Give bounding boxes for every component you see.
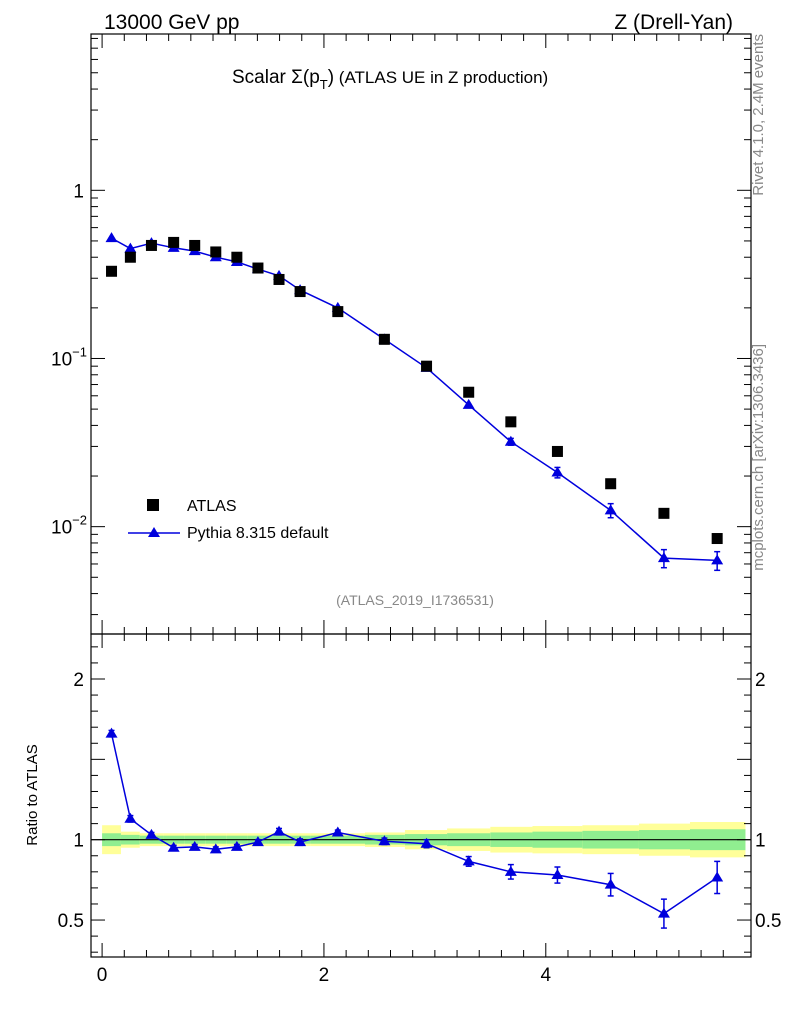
mc-point	[105, 232, 118, 243]
main-ytick-label: 10−2	[51, 513, 87, 539]
main-axes: 1 10−1 10−2	[51, 33, 752, 635]
mc-point	[604, 504, 617, 515]
title-sigma: Σ(p	[291, 67, 320, 88]
main-ytick-label: 1	[73, 181, 84, 202]
ratio-point	[145, 828, 158, 839]
atlas-point	[332, 306, 344, 318]
ratio-frame	[90, 633, 752, 958]
title-rest: (ATLAS UE in Z production)	[334, 68, 548, 87]
atlas-point	[145, 239, 157, 251]
title-prefix: Scalar	[232, 67, 291, 88]
atlas-point	[551, 445, 563, 457]
main-title: Scalar Σ(pT) (ATLAS UE in Z production)	[232, 67, 548, 92]
legend-mc-label: Pythia 8.315 default	[187, 525, 329, 542]
ratio-point	[230, 840, 243, 851]
atlas-point	[505, 416, 517, 428]
ratio-point	[251, 836, 264, 847]
ratio-ytick-label-left: 1	[73, 831, 84, 852]
legend-mc-marker	[148, 527, 160, 537]
mc-point	[551, 466, 564, 477]
atlas-point	[421, 360, 433, 372]
legend-atlas-label: ATLAS	[187, 498, 237, 515]
ratio-ylabel: Ratio to ATLAS	[24, 744, 41, 845]
atlas-point	[189, 239, 201, 251]
atlas-point	[252, 262, 264, 274]
rivet-label: Rivet 4.1.0, 2.4M events	[750, 34, 767, 196]
analysis-id: (ATLAS_2019_I1736531)	[336, 592, 494, 608]
ratio-point	[604, 878, 617, 889]
atlas-point	[168, 236, 180, 248]
main-marks	[105, 232, 724, 572]
atlas-point	[605, 478, 617, 490]
ratio-point	[711, 871, 724, 882]
atlas-point	[294, 286, 306, 298]
atlas-point	[273, 273, 285, 285]
atlas-point	[711, 533, 723, 545]
ratio-point	[504, 865, 517, 876]
atlas-point	[378, 333, 390, 345]
legend-atlas-marker	[147, 499, 159, 511]
ratio-point	[124, 812, 137, 823]
atlas-point	[210, 246, 222, 258]
title-close: )	[328, 67, 334, 88]
main-frame	[90, 33, 752, 635]
main-panel: Scalar Σ(pT) (ATLAS UE in Z production) …	[51, 33, 752, 635]
ratio-point	[273, 825, 286, 836]
atlas-point	[231, 251, 243, 263]
title-sub: T	[320, 77, 328, 92]
mc-point	[711, 554, 724, 565]
ratio-xtick-label: 0	[97, 965, 108, 986]
ratio-axes: 0.5 0.5 1 1 2 2 0 2 4	[58, 633, 781, 986]
main-ytick-label: 10−1	[51, 344, 87, 370]
ratio-point	[105, 727, 118, 738]
ratio-point	[331, 826, 344, 837]
ratio-ytick-label-left: 2	[73, 670, 84, 691]
ratio-marks	[105, 727, 724, 929]
mc-point	[124, 242, 137, 253]
mc-point	[657, 552, 670, 563]
mc-point	[462, 398, 475, 409]
ratio-line	[110, 733, 718, 915]
ratio-point	[209, 843, 222, 854]
ratio-xtick-label: 4	[541, 965, 552, 986]
ratio-point	[657, 907, 670, 918]
legend: ATLAS Pythia 8.315 default	[128, 498, 329, 542]
ratio-point	[167, 841, 180, 852]
atlas-point	[106, 265, 118, 277]
header-left: 13000 GeV pp	[104, 11, 239, 34]
header-right: Z (Drell-Yan)	[614, 11, 733, 34]
mc-point	[504, 435, 517, 446]
ratio-ytick-label-right: 0.5	[755, 911, 781, 932]
ratio-point	[420, 837, 433, 848]
ratio-ytick-label-left: 0.5	[58, 911, 84, 932]
mcplots-label: mcplots.cern.ch [arXiv:1306.3436]	[750, 344, 767, 571]
ratio-ytick-label-right: 2	[755, 670, 766, 691]
atlas-point	[463, 386, 475, 398]
ratio-point	[378, 835, 391, 846]
ratio-ytick-label-right: 1	[755, 831, 766, 852]
ratio-point	[188, 840, 201, 851]
ratio-point	[551, 869, 564, 880]
ratio-point	[294, 836, 307, 847]
atlas-point	[124, 251, 136, 263]
atlas-point	[658, 507, 670, 519]
ratio-point	[462, 855, 475, 866]
ratio-xtick-label: 2	[319, 965, 330, 986]
ratio-panel: 0.5 0.5 1 1 2 2 0 2 4 Ratio to ATLAS	[24, 633, 781, 986]
